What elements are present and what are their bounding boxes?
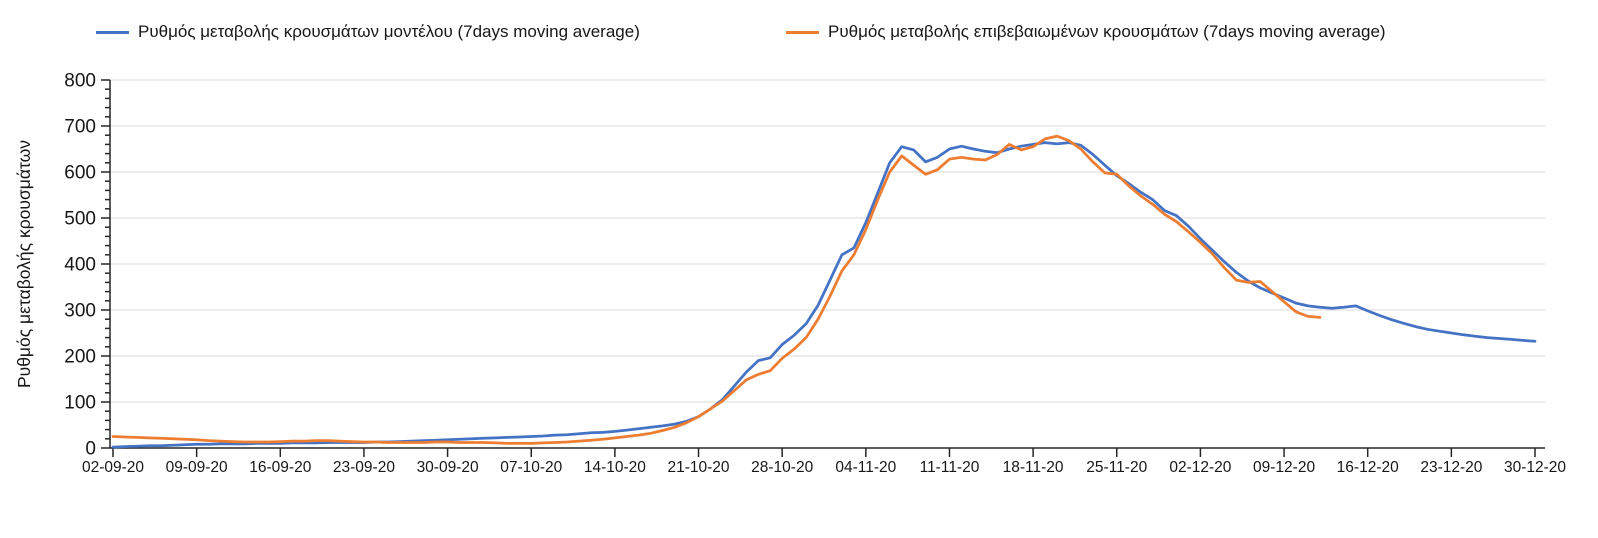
svg-text:16-09-20: 16-09-20: [249, 459, 311, 476]
svg-text:800: 800: [64, 71, 96, 92]
tick-labels: 0 100 200 300 400 500 600 700 800 02-09-20 09-09-2…: [64, 71, 1566, 477]
svg-text:30-12-20: 30-12-20: [1504, 459, 1566, 476]
series-lines: [111, 134, 1537, 449]
svg-text:02-12-20: 02-12-20: [1169, 459, 1231, 476]
svg-text:23-12-20: 23-12-20: [1420, 459, 1482, 476]
svg-text:500: 500: [64, 209, 96, 230]
legend-item-confirmed: Ρυθμός μεταβολής επιβεβαιωμένων κρουσμάτ…: [786, 22, 1386, 42]
svg-text:100: 100: [64, 393, 96, 414]
legend-label-confirmed: Ρυθμός μεταβολής επιβεβαιωμένων κρουσμάτ…: [828, 22, 1386, 41]
svg-text:02-09-20: 02-09-20: [82, 459, 144, 476]
svg-text:09-12-20: 09-12-20: [1253, 459, 1315, 476]
svg-text:30-09-20: 30-09-20: [417, 459, 479, 476]
legend-line-marker-blue: [96, 30, 129, 34]
svg-text:600: 600: [64, 163, 96, 184]
svg-text:04-11-20: 04-11-20: [835, 459, 896, 476]
legend-line-marker-orange: [786, 30, 819, 34]
svg-text:400: 400: [64, 255, 96, 276]
svg-text:25-11-20: 25-11-20: [1086, 459, 1147, 476]
svg-text:09-09-20: 09-09-20: [166, 459, 228, 476]
axes: [101, 79, 1545, 457]
svg-text:11-11-20: 11-11-20: [920, 459, 980, 476]
gridlines: [110, 79, 1545, 403]
svg-text:200: 200: [64, 347, 96, 368]
svg-text:28-10-20: 28-10-20: [751, 459, 813, 476]
svg-text:18-11-20: 18-11-20: [1003, 459, 1064, 476]
svg-text:0: 0: [85, 439, 96, 460]
legend-item-model: Ρυθμός μεταβολής κρουσμάτων μοντέλου (7d…: [96, 22, 640, 42]
svg-text:14-10-20: 14-10-20: [584, 459, 646, 476]
legend-label-model: Ρυθμός μεταβολής κρουσμάτων μοντέλου (7d…: [138, 22, 640, 41]
svg-text:21-10-20: 21-10-20: [668, 459, 730, 476]
svg-text:300: 300: [64, 301, 96, 322]
svg-text:16-12-20: 16-12-20: [1337, 459, 1399, 476]
svg-text:23-09-20: 23-09-20: [333, 459, 395, 476]
y-axis-title: Ρυθμός μεταβολής κρουσμάτων: [14, 140, 34, 388]
svg-text:07-10-20: 07-10-20: [500, 459, 562, 476]
svg-text:700: 700: [64, 117, 96, 138]
